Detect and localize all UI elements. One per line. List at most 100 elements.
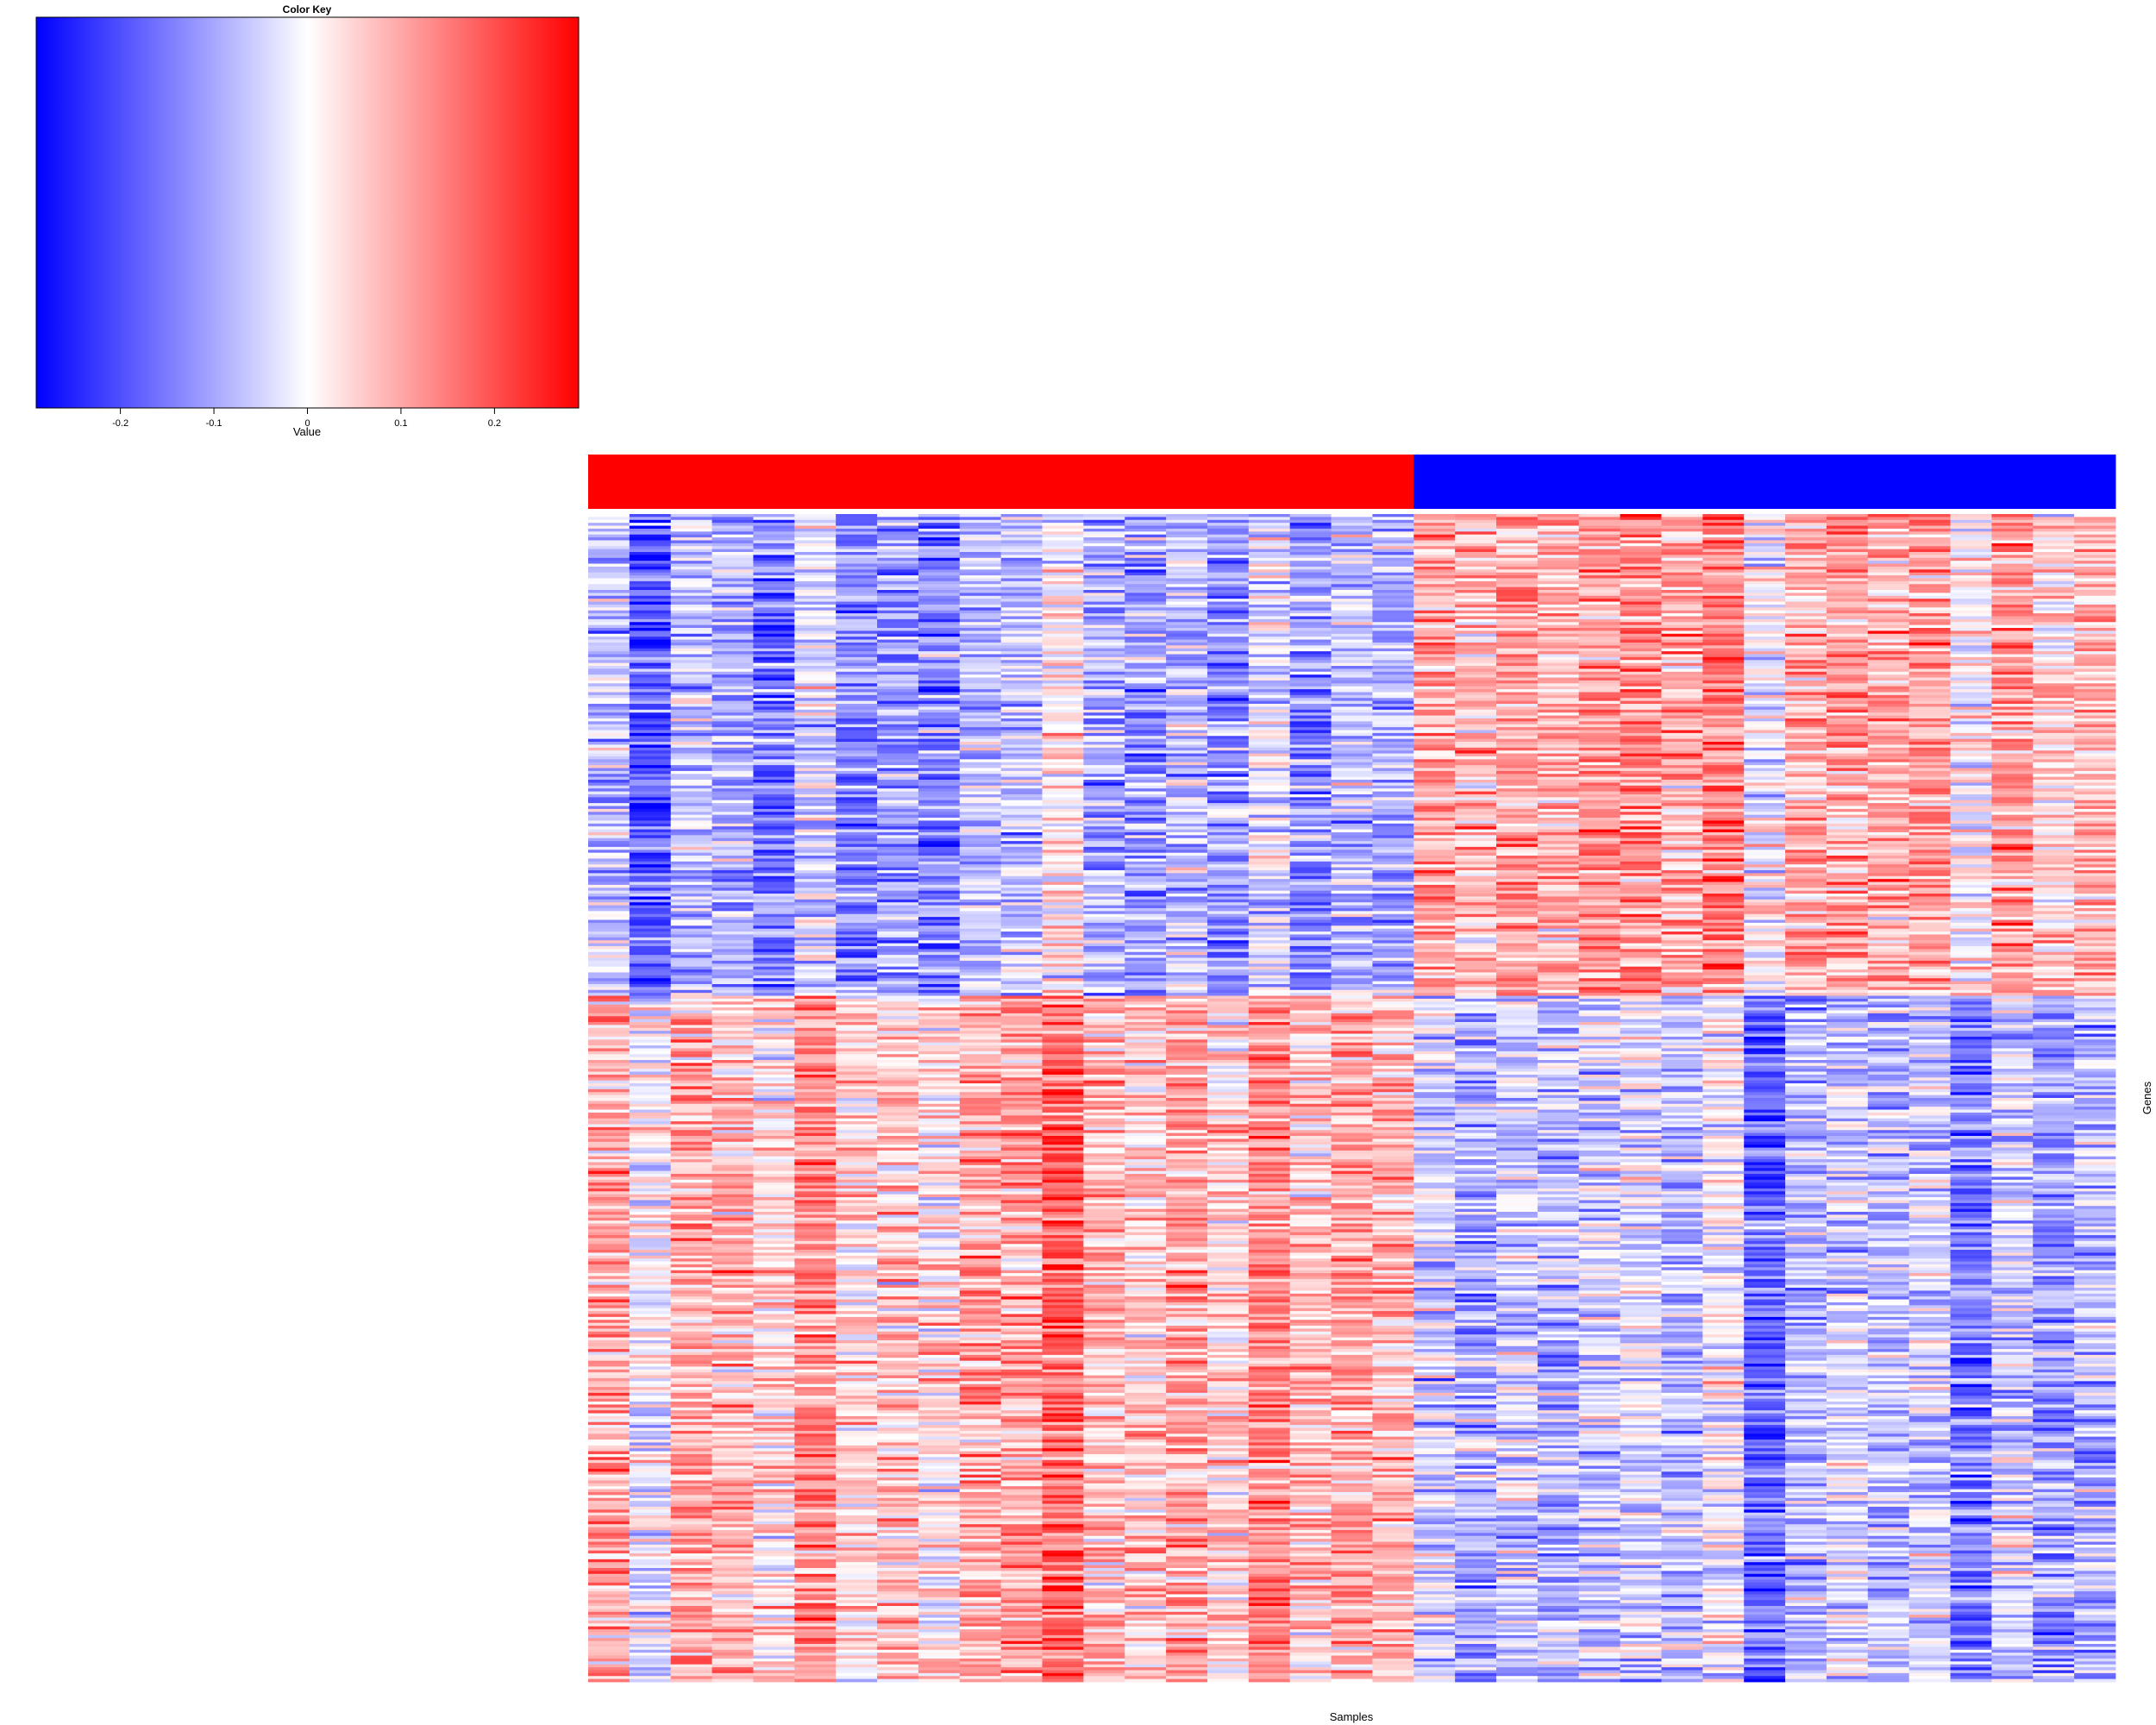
heatmap-cell bbox=[959, 1381, 1002, 1385]
heatmap-body bbox=[588, 514, 2116, 1683]
heatmap-cell bbox=[588, 797, 630, 801]
heatmap-cell bbox=[959, 989, 1002, 994]
heatmap-cell bbox=[1083, 517, 1125, 521]
heatmap-cell bbox=[877, 1069, 919, 1072]
heatmap-cell bbox=[959, 1440, 1002, 1443]
heatmap-cell bbox=[877, 1483, 919, 1487]
heatmap-cell bbox=[959, 689, 1002, 693]
heatmap-cell bbox=[836, 1375, 878, 1379]
heatmap-cell bbox=[629, 1244, 672, 1248]
heatmap-cell bbox=[1042, 1398, 1084, 1402]
heatmap-cell bbox=[1042, 966, 1084, 970]
heatmap-cell bbox=[629, 1585, 672, 1590]
heatmap-cell bbox=[877, 593, 919, 597]
heatmap-cell bbox=[670, 1497, 712, 1502]
heatmap-cell bbox=[1000, 1101, 1043, 1105]
heatmap-cell bbox=[918, 666, 961, 669]
heatmap-cell bbox=[753, 689, 795, 693]
heatmap-cell bbox=[918, 1471, 961, 1476]
heatmap-cell bbox=[794, 514, 837, 518]
heatmap-cell bbox=[959, 1217, 1002, 1221]
heatmap-cell bbox=[1083, 940, 1125, 944]
heatmap-cell bbox=[629, 732, 672, 737]
heatmap-cell bbox=[1042, 782, 1084, 787]
heatmap-cell bbox=[794, 1226, 837, 1230]
heatmap-cell bbox=[670, 1539, 712, 1542]
heatmap-cell bbox=[588, 1063, 630, 1067]
heatmap-cell bbox=[1042, 1383, 1084, 1388]
heatmap-cell bbox=[753, 1182, 795, 1186]
heatmap-cell bbox=[877, 543, 919, 547]
heatmap-cell bbox=[670, 1202, 712, 1207]
heatmap-cell bbox=[794, 1398, 837, 1402]
heatmap-cell bbox=[711, 1527, 754, 1531]
heatmap-cell bbox=[794, 1182, 837, 1186]
heatmap-cell bbox=[588, 1588, 630, 1592]
heatmap-cell bbox=[629, 1512, 672, 1516]
heatmap-cell bbox=[753, 1092, 795, 1096]
heatmap-cell bbox=[918, 963, 961, 968]
heatmap-cell bbox=[1083, 888, 1125, 892]
heatmap-cell bbox=[794, 765, 837, 768]
heatmap-cell bbox=[877, 1299, 919, 1303]
heatmap-cell bbox=[959, 829, 1002, 833]
heatmap-cell bbox=[711, 1156, 754, 1160]
heatmap-cell bbox=[836, 1626, 878, 1630]
heatmap-cell bbox=[588, 1238, 630, 1242]
heatmap-cell bbox=[588, 1577, 630, 1580]
heatmap-cell bbox=[1042, 1430, 1084, 1434]
heatmap-cell bbox=[1042, 1290, 1084, 1295]
heatmap-cell bbox=[1042, 928, 1084, 932]
heatmap-cell bbox=[753, 1407, 795, 1411]
heatmap-cell bbox=[918, 1565, 961, 1569]
heatmap-cell bbox=[670, 831, 712, 836]
heatmap-cell bbox=[836, 791, 878, 795]
heatmap-cell bbox=[959, 1491, 1002, 1496]
heatmap-cell bbox=[836, 765, 878, 768]
heatmap-cell bbox=[1000, 704, 1043, 707]
heatmap-cell bbox=[1000, 1288, 1043, 1291]
heatmap-cell bbox=[1000, 814, 1043, 819]
heatmap-cell bbox=[918, 911, 961, 915]
heatmap-cell bbox=[918, 837, 961, 842]
heatmap-cell bbox=[877, 759, 919, 763]
heatmap-cell bbox=[753, 894, 795, 897]
heatmap-cell bbox=[670, 1509, 712, 1514]
heatmap-cell bbox=[1000, 1463, 1043, 1466]
heatmap-cell bbox=[1000, 715, 1043, 719]
heatmap-cell bbox=[836, 1252, 878, 1257]
heatmap-cell bbox=[753, 837, 795, 842]
heatmap-cell bbox=[794, 1314, 837, 1318]
heatmap-cell bbox=[877, 902, 919, 906]
heatmap-cell bbox=[794, 837, 837, 842]
heatmap-cell bbox=[588, 949, 630, 953]
heatmap-cell bbox=[753, 1658, 795, 1662]
heatmap-cell bbox=[670, 742, 712, 745]
heatmap-cell bbox=[1042, 750, 1084, 754]
heatmap-cell bbox=[918, 686, 961, 690]
heatmap-cell bbox=[877, 1623, 919, 1628]
heatmap-cell bbox=[794, 1069, 837, 1072]
heatmap-cell bbox=[711, 607, 754, 612]
heatmap-cell bbox=[877, 1063, 919, 1067]
heatmap-cell bbox=[588, 1615, 630, 1618]
heatmap-cell bbox=[794, 934, 837, 938]
heatmap-cell bbox=[629, 1366, 672, 1371]
heatmap-cell bbox=[918, 718, 961, 722]
heatmap-cell bbox=[711, 1600, 754, 1603]
heatmap-cell bbox=[794, 1290, 837, 1295]
heatmap-cell bbox=[1042, 879, 1084, 882]
heatmap-cell bbox=[629, 934, 672, 938]
heatmap-cell bbox=[711, 928, 754, 932]
heatmap-cell bbox=[753, 818, 795, 821]
heatmap-cell bbox=[1083, 951, 1125, 956]
heatmap-cell bbox=[918, 1512, 961, 1516]
heatmap-cell bbox=[588, 1521, 630, 1525]
heatmap-cell bbox=[918, 1039, 961, 1044]
heatmap-cell bbox=[794, 1577, 837, 1580]
heatmap-cell bbox=[959, 1240, 1002, 1245]
heatmap-cell bbox=[836, 572, 878, 576]
heatmap-cell bbox=[1042, 1057, 1084, 1061]
heatmap-cell bbox=[1000, 1109, 1043, 1113]
heatmap-cell bbox=[794, 656, 837, 661]
